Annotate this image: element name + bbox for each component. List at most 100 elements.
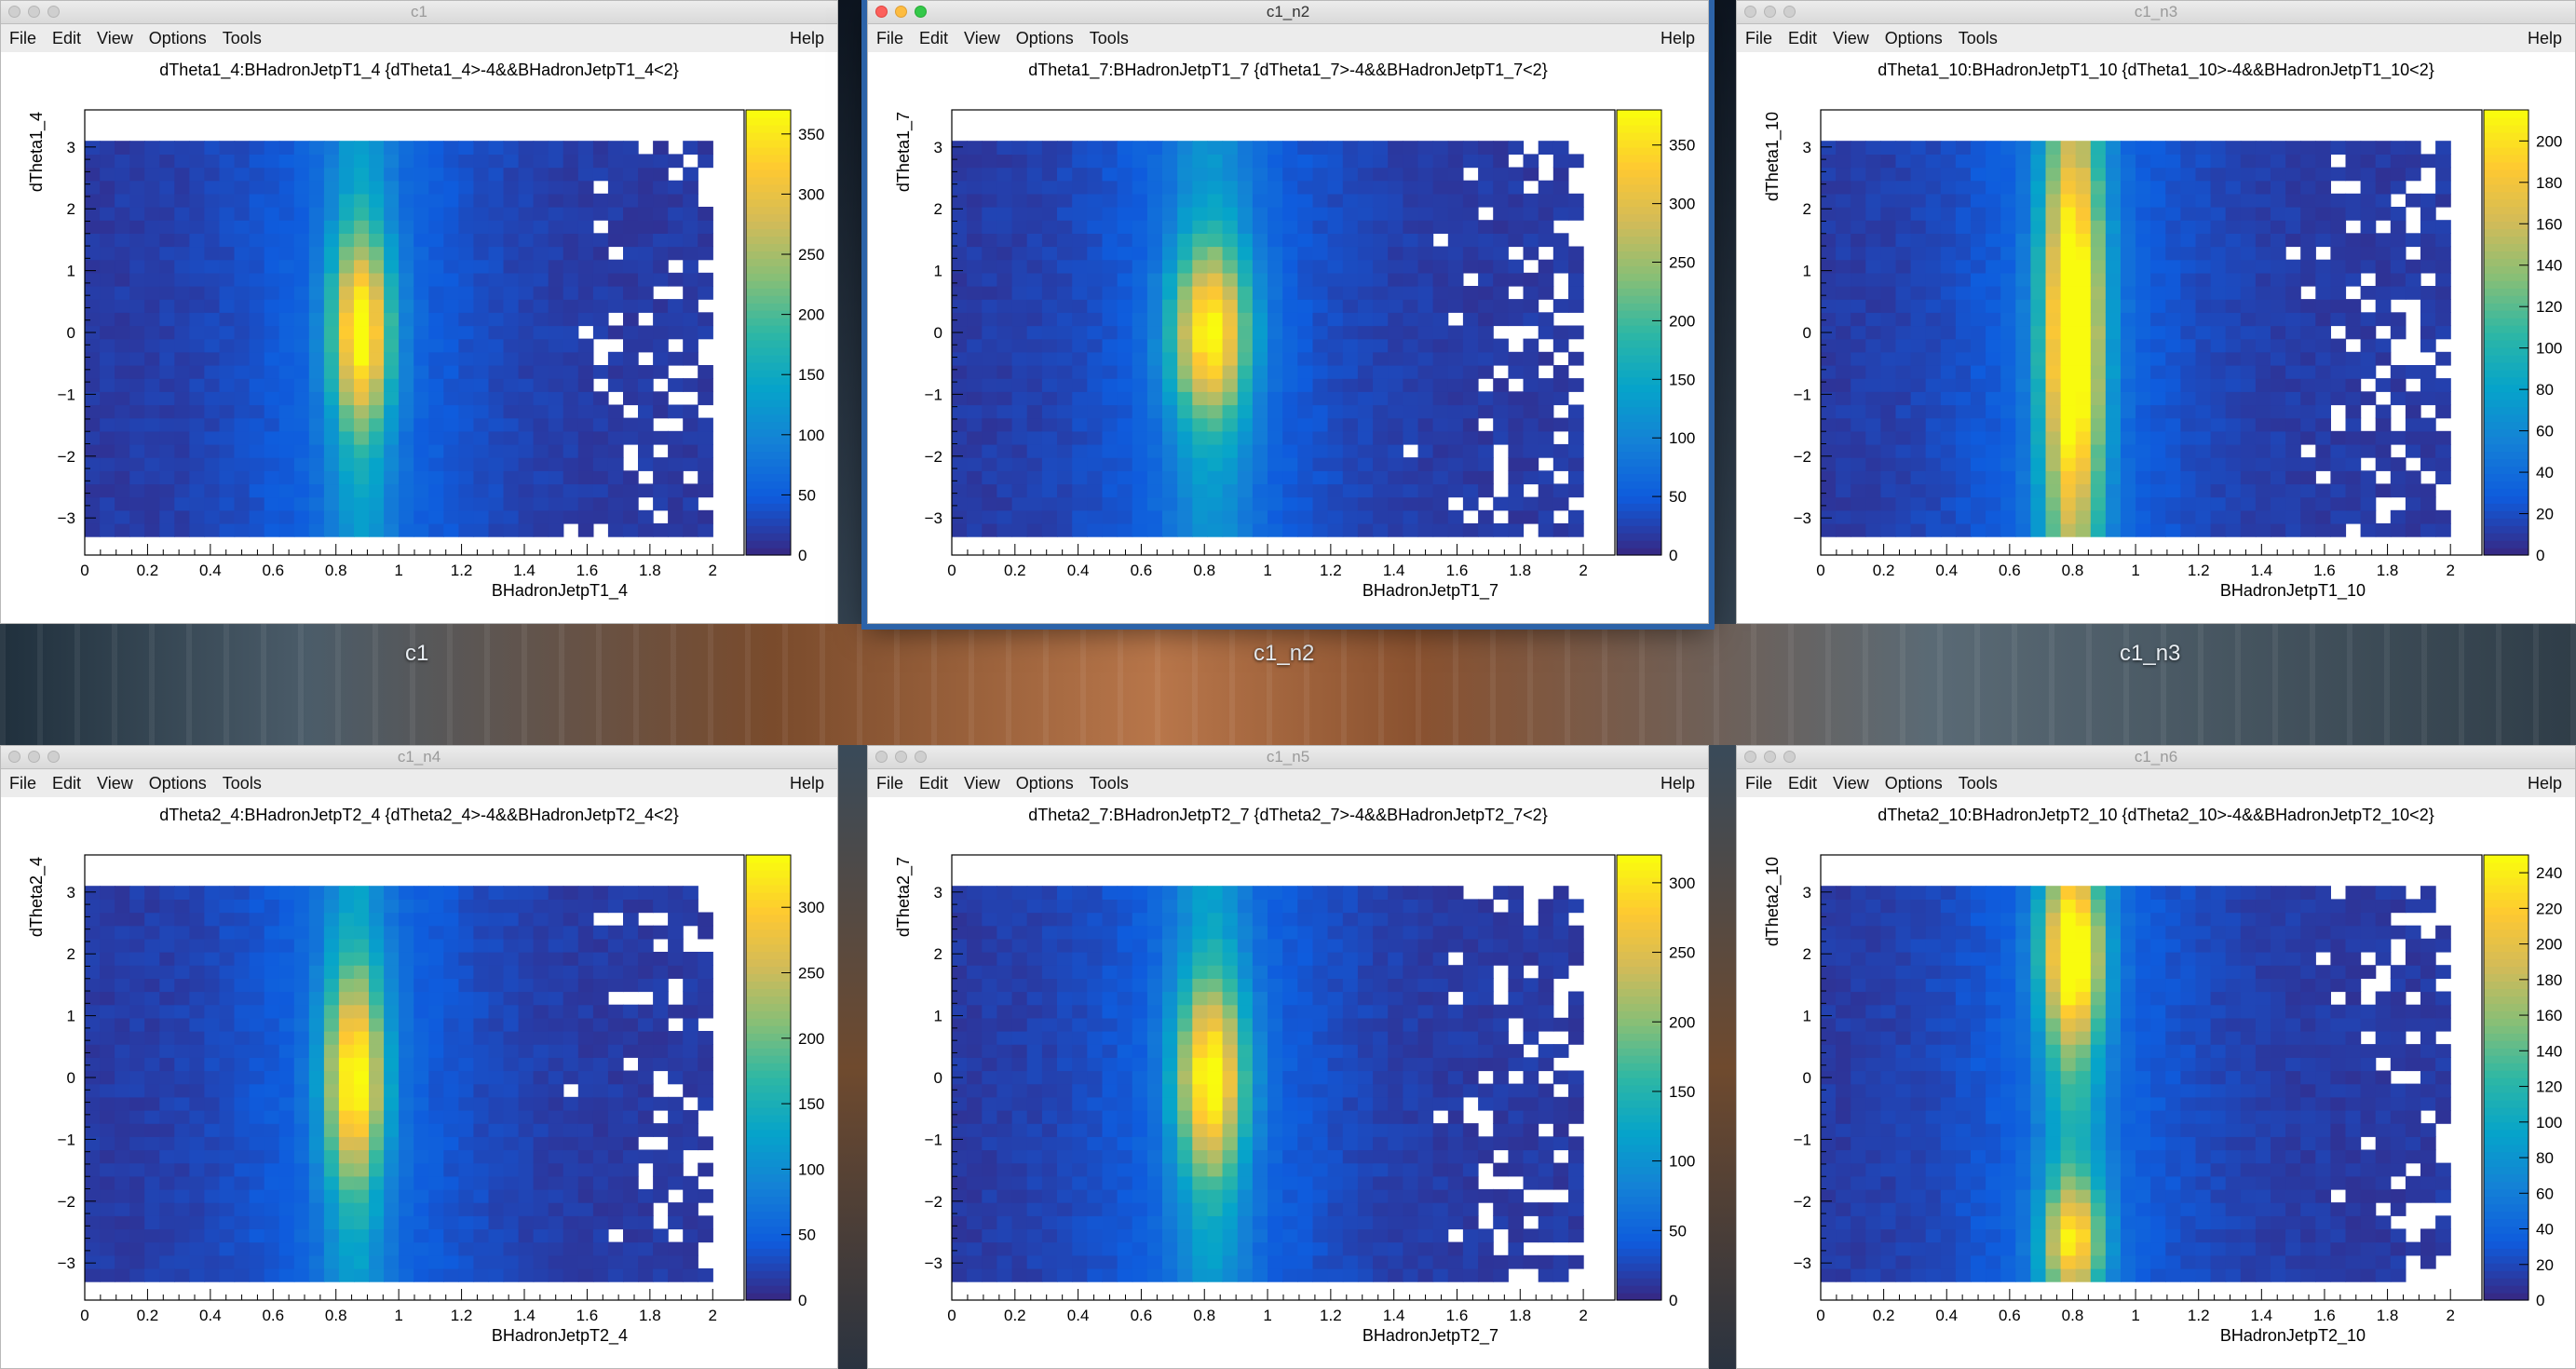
minimize-window-button[interactable] [1764,6,1776,18]
menu-options[interactable]: Options [148,29,207,47]
histogram-bin [115,1241,130,1256]
menu-options[interactable]: Options [1015,29,1074,47]
menu-file[interactable]: File [9,29,37,47]
menu-edit[interactable]: Edit [52,774,82,793]
histogram-bin [278,1031,295,1045]
canvas-window-c1-n4[interactable]: c1_n4 File Edit View Options Tools Help dThe… [0,745,838,1369]
palette-step [746,213,791,223]
menu-view[interactable]: View [97,774,133,793]
histogram-bin [548,338,564,353]
minimize-window-button[interactable] [895,6,907,18]
histogram-bin [293,220,310,234]
zoom-window-button[interactable] [47,6,60,18]
histogram-2d[interactable]: dTheta1_10:BHadronJetpT1_10 {dTheta1_10>… [1737,52,2575,624]
histogram-bin [278,925,295,940]
histogram-bin [2405,522,2421,537]
window-titlebar[interactable]: c1 [1,1,837,24]
menu-file[interactable]: File [876,29,904,47]
menu-tools[interactable]: Tools [1089,29,1129,47]
menu-view[interactable]: View [1833,29,1869,47]
zoom-window-button[interactable] [915,6,927,18]
histogram-bin [2135,299,2151,313]
menu-tools[interactable]: Tools [222,774,262,793]
menu-help[interactable]: Help [2527,29,2562,47]
menu-help[interactable]: Help [789,29,824,47]
histogram-bin [1508,299,1525,313]
menu-edit[interactable]: Edit [1788,29,1818,47]
histogram-bin [174,1070,190,1085]
minimize-window-button[interactable] [28,751,40,763]
root-canvas[interactable]: dTheta2_4:BHadronJetpT2_4 {dTheta2_4>-4&… [1,797,837,1368]
histogram-bin [2105,299,2122,313]
menu-view[interactable]: View [97,29,133,47]
menu-file[interactable]: File [1745,29,1773,47]
root-canvas[interactable]: dTheta1_7:BHadronJetpT1_7 {dTheta1_7>-4&… [868,52,1708,623]
histogram-bin [1462,180,1479,195]
menu-options[interactable]: Options [1884,29,1943,47]
menu-edit[interactable]: Edit [52,29,82,47]
menu-view[interactable]: View [964,29,1000,47]
menu-tools[interactable]: Tools [222,29,262,47]
histogram-2d[interactable]: dTheta2_4:BHadronJetpT2_4 {dTheta2_4>-4&… [1,797,837,1369]
histogram-bin [518,299,535,313]
histogram-bin [2240,167,2257,182]
histogram-bin [443,180,459,195]
window-titlebar[interactable]: c1_n4 [1,746,837,769]
canvas-window-c1-n2[interactable]: c1_n2 File Edit View Options Tools Help dThe… [867,0,1709,624]
histogram-bin [2195,430,2212,445]
histogram-bin [1132,272,1148,287]
root-canvas[interactable]: dTheta1_10:BHadronJetpT1_10 {dTheta1_10>… [1737,52,2575,623]
histogram-bin [1940,351,1957,366]
histogram-2d[interactable]: dTheta1_7:BHadronJetpT1_7 {dTheta1_7>-4&… [868,52,1708,624]
zoom-window-button[interactable] [1783,6,1796,18]
histogram-bin [219,1188,236,1203]
histogram-bin [1493,220,1509,234]
menu-help[interactable]: Help [789,774,824,793]
histogram-bin [488,312,505,327]
histogram-bin [683,496,698,511]
canvas-window-c1[interactable]: c1 File Edit View Options Tools Help dTheta1… [0,0,838,624]
histogram-bin [2240,299,2257,313]
minimize-window-button[interactable] [28,6,40,18]
close-window-button[interactable] [1744,6,1756,18]
histogram-bin [607,509,624,524]
histogram-bin [577,233,594,248]
menu-help[interactable]: Help [1660,29,1695,47]
histogram-bin [1508,496,1525,511]
histogram-bin [1342,246,1359,261]
histogram-bin [1237,207,1254,221]
histogram-2d[interactable]: dTheta1_4:BHadronJetpT1_4 {dTheta1_4>-4&… [1,52,837,624]
palette-step [2484,503,2529,511]
histogram-bin [2045,365,2062,379]
close-window-button[interactable] [8,751,20,763]
histogram-bin [204,1057,221,1072]
histogram-bin [384,338,400,353]
histogram-bin [234,952,251,966]
canvas-window-c1-n3[interactable]: c1_n3 File Edit View Options Tools Help dThe… [1736,0,2576,624]
histogram-bin [278,1136,295,1151]
histogram-bin [997,443,1013,458]
zoom-window-button[interactable] [47,751,60,763]
histogram-bin [2271,141,2286,155]
menu-options[interactable]: Options [148,774,207,793]
root-canvas[interactable]: dTheta1_4:BHadronJetpT1_4 {dTheta1_4>-4&… [1,52,837,623]
menu-file[interactable]: File [9,774,37,793]
histogram-bin [683,220,698,234]
histogram-bin [1478,233,1494,248]
histogram-bin [1417,378,1434,392]
menu-tools[interactable]: Tools [1958,29,1998,47]
histogram-bin [668,351,684,366]
histogram-bin [1057,259,1073,274]
window-titlebar[interactable]: c1_n3 [1737,1,2575,24]
histogram-bin [1026,404,1043,419]
close-window-button[interactable] [875,6,888,18]
window-titlebar[interactable]: c1_n2 [868,1,1708,24]
palette-step [1617,481,1661,489]
menu-edit[interactable]: Edit [919,29,949,47]
histogram-bin [1880,259,1897,274]
histogram-bin [2271,351,2286,366]
close-window-button[interactable] [8,6,20,18]
histogram-bin [1192,378,1208,392]
histogram-bin [982,246,997,261]
histogram-bin [2435,286,2451,300]
